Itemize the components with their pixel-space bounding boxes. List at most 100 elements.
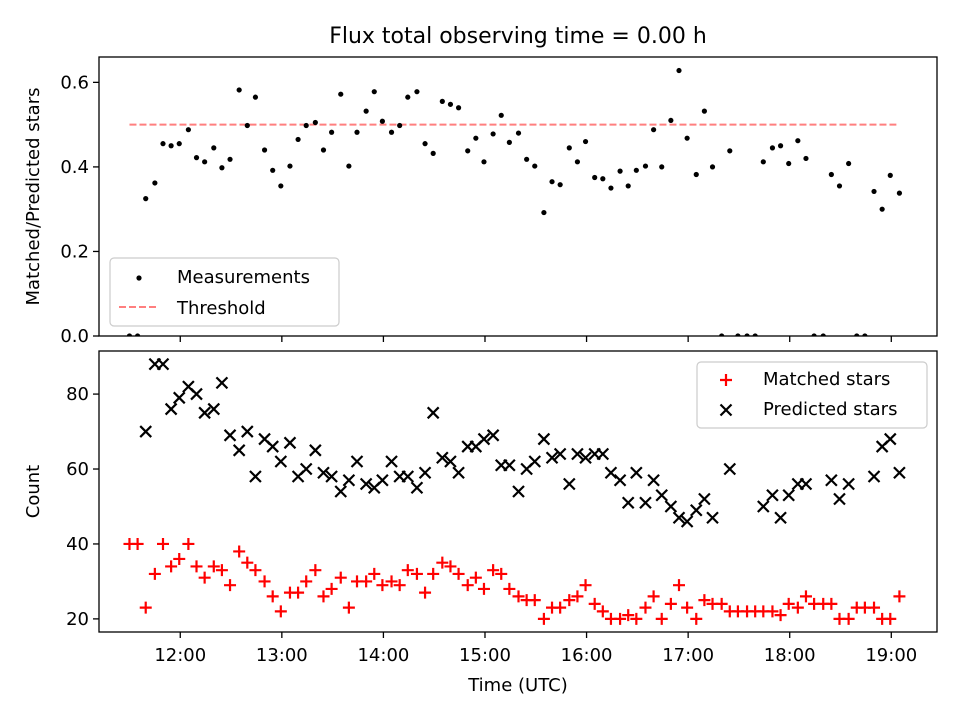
legend-marker-predicted — [719, 403, 733, 417]
matched-stars-point — [681, 601, 694, 614]
matched-stars-point — [715, 597, 728, 610]
matched-stars-point — [842, 612, 855, 625]
measurement-point — [828, 171, 834, 178]
legend: Measurements Threshold — [109, 257, 340, 327]
predicted-stars-point — [215, 376, 229, 390]
matched-stars-point — [427, 567, 440, 580]
measurement-point — [592, 174, 598, 181]
matched-stars-point — [495, 567, 508, 580]
predicted-stars-point — [774, 511, 787, 525]
measurement-point — [397, 122, 403, 129]
measurement-point — [160, 141, 166, 147]
measurement-point — [709, 164, 716, 170]
predicted-stars-point — [486, 429, 500, 442]
bottom-subplot: 20 40 60 80 12:00 13:00 14:00 15:00 16:00 17:00 18… — [23, 350, 938, 696]
measurement-point — [600, 176, 606, 182]
predicted-stars-point — [232, 444, 246, 457]
matched-stars-point — [317, 590, 330, 603]
matched-stars-point — [655, 612, 668, 625]
measurement-point — [617, 168, 623, 174]
measurement-point — [338, 91, 344, 97]
measurement-point — [684, 135, 690, 141]
x-tick-label: 19:00 — [865, 645, 917, 666]
predicted-stars-point — [563, 477, 576, 491]
measurement-point — [727, 148, 733, 154]
measurement-point — [633, 167, 639, 173]
matched-stars-point — [774, 609, 787, 622]
matched-stars-point — [376, 579, 389, 592]
measurement-point — [541, 209, 547, 216]
matched-stars-point — [215, 564, 228, 577]
predicted-stars-point — [207, 402, 221, 416]
predicted-stars-point — [528, 455, 542, 468]
matched-stars-point — [410, 567, 423, 580]
measurement-point — [574, 159, 581, 165]
predicted-stars-point — [385, 455, 398, 468]
matched-stars-point — [630, 612, 643, 625]
y-tick-label: 0.6 — [60, 72, 89, 93]
predicted-stars-point — [198, 406, 211, 420]
measurement-point — [693, 171, 699, 178]
matched-stars-point — [385, 575, 398, 588]
predicted-stars-point — [647, 473, 660, 487]
measurement-point — [168, 143, 174, 149]
measurement-point — [346, 163, 352, 169]
y-tick-label: 0.2 — [60, 241, 89, 262]
matched-stars-point — [309, 564, 322, 577]
y-tick-label: 0.4 — [60, 157, 89, 178]
matched-stars-point — [571, 590, 584, 603]
predicted-stars-point — [579, 451, 592, 465]
matched-stars-point — [512, 590, 525, 603]
predicted-stars-point — [893, 466, 906, 480]
measurement-point — [769, 145, 776, 151]
measurement-point — [582, 138, 589, 145]
x-tick-label: 14:00 — [357, 645, 409, 666]
matched-stars-point — [419, 586, 432, 599]
predicted-stars-point — [664, 500, 678, 513]
matched-stars-point — [477, 582, 490, 595]
measurement-point — [143, 196, 149, 202]
matched-stars-point — [825, 597, 838, 610]
predicted-stars-point — [571, 447, 584, 461]
measurement-point — [490, 131, 496, 137]
matched-stars-point — [664, 597, 677, 610]
predicted-stars-point — [164, 402, 178, 416]
measurement-point — [270, 167, 276, 173]
predicted-stars-point — [299, 462, 313, 476]
measurement-point — [651, 127, 657, 133]
matched-stars-point — [198, 571, 211, 584]
predicted-stars-point — [436, 451, 449, 465]
matched-stars-point — [207, 560, 220, 573]
predicted-stars-point — [156, 357, 170, 371]
predicted-stars-point — [613, 473, 627, 487]
x-tick-label: 18:00 — [764, 645, 816, 666]
y-tick-label: 20 — [66, 609, 89, 630]
matched-stars-point — [258, 575, 271, 588]
measurement-point — [549, 179, 555, 185]
matched-stars-point — [588, 597, 601, 610]
predicted-stars-point — [604, 466, 618, 480]
predicted-stars-point — [342, 473, 356, 487]
measurement-point — [676, 67, 682, 74]
predicted-stars-point — [274, 455, 288, 468]
matched-stars-point — [554, 601, 567, 614]
measurement-point — [244, 122, 250, 129]
matched-stars-point — [249, 564, 262, 577]
matched-stars-point — [614, 612, 627, 625]
measurement-point — [608, 185, 614, 191]
matched-stars-point — [233, 545, 246, 558]
measurement-point — [261, 147, 268, 153]
measurement-point — [152, 180, 158, 186]
measurement-point — [193, 155, 200, 161]
measurement-point — [287, 163, 293, 169]
matched-stars-point — [639, 601, 652, 614]
matched-stars-point — [791, 601, 804, 614]
x-tick-label: 13:00 — [256, 645, 308, 666]
predicted-stars-point — [766, 488, 779, 502]
measurement-point — [430, 150, 436, 156]
measurement-point — [371, 89, 377, 95]
predicted-stars-point — [512, 485, 525, 498]
predicted-stars-point — [452, 466, 465, 480]
predicted-stars-point — [537, 432, 551, 446]
measurement-point — [465, 148, 471, 154]
